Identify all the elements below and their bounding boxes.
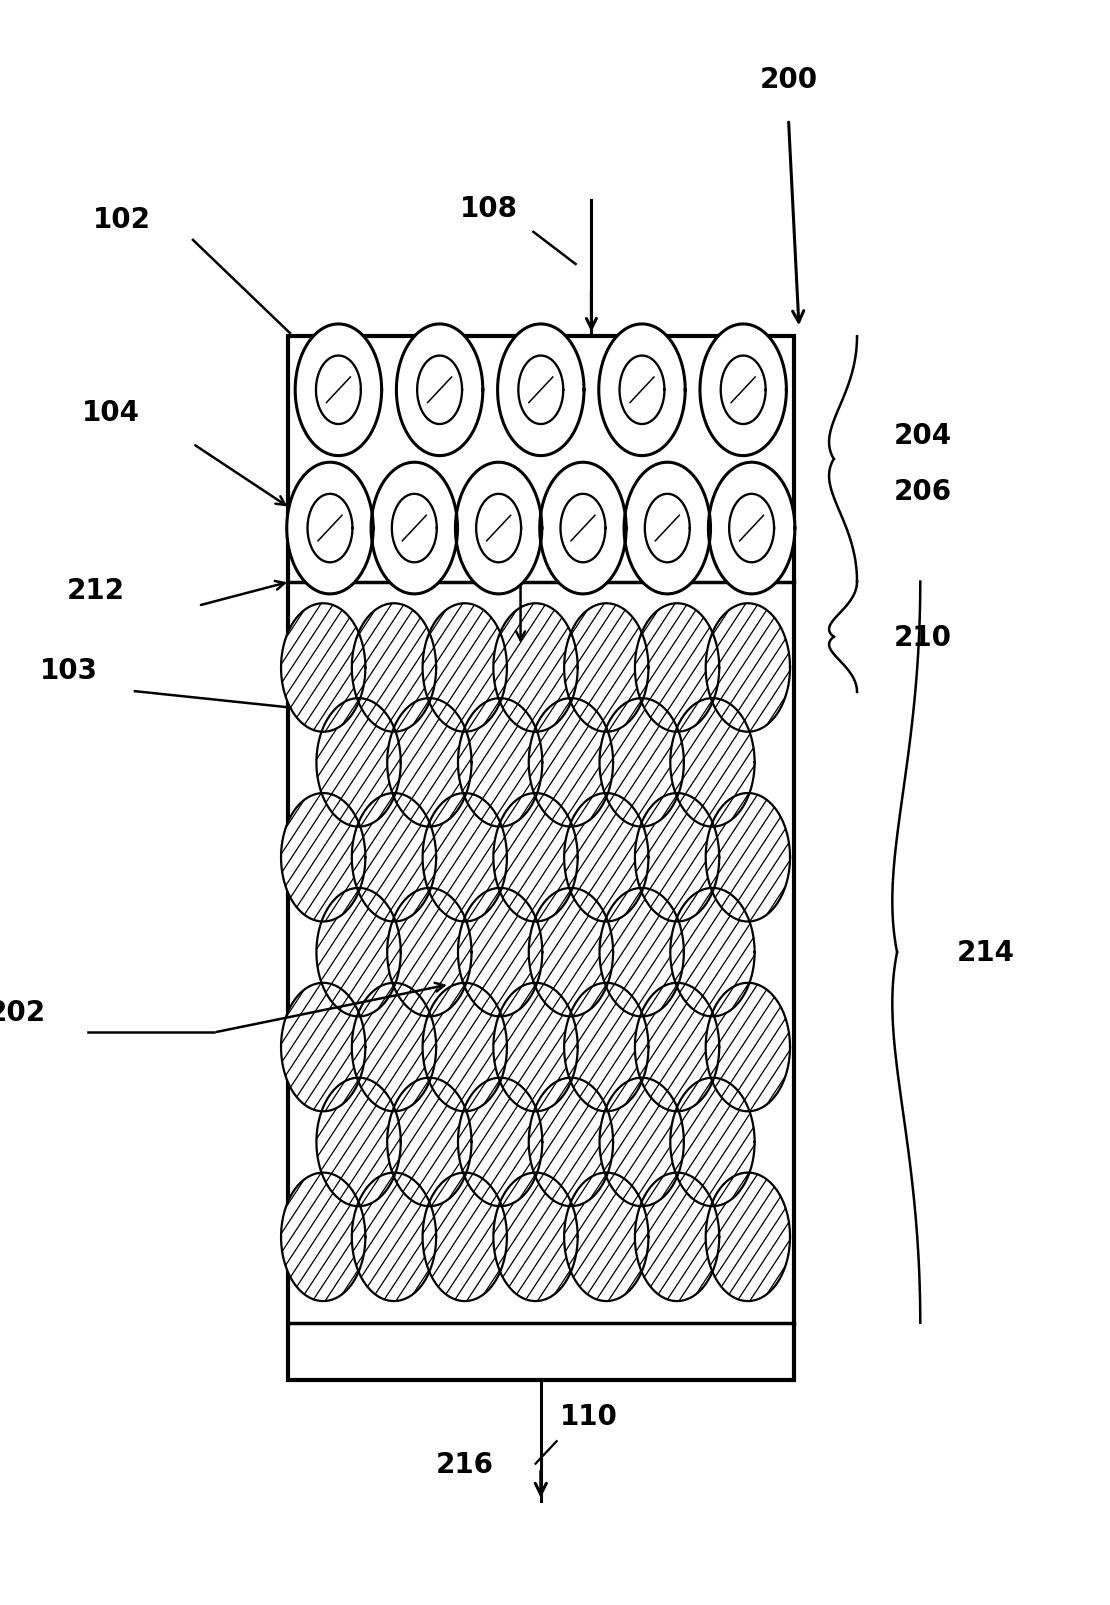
Polygon shape (493, 984, 577, 1112)
Polygon shape (497, 324, 584, 456)
Polygon shape (493, 603, 577, 732)
Polygon shape (455, 462, 542, 594)
Bar (287, 337, 794, 1380)
Polygon shape (423, 603, 507, 732)
Polygon shape (281, 793, 365, 921)
Polygon shape (539, 462, 626, 594)
Text: 110: 110 (559, 1401, 617, 1430)
Polygon shape (670, 1079, 755, 1207)
Polygon shape (706, 984, 790, 1112)
Polygon shape (493, 1173, 577, 1302)
Text: 108: 108 (460, 194, 517, 223)
Polygon shape (599, 1079, 684, 1207)
Polygon shape (396, 324, 483, 456)
Polygon shape (458, 889, 543, 1016)
Polygon shape (316, 698, 401, 827)
Polygon shape (635, 793, 719, 921)
Polygon shape (635, 984, 719, 1112)
Polygon shape (598, 324, 685, 456)
Text: 103: 103 (40, 656, 98, 685)
Polygon shape (599, 889, 684, 1016)
Polygon shape (706, 1173, 790, 1302)
Text: 214: 214 (957, 939, 1016, 966)
Polygon shape (423, 793, 507, 921)
Polygon shape (352, 1173, 436, 1302)
Text: 204: 204 (894, 422, 952, 449)
Text: 210: 210 (894, 623, 952, 652)
Polygon shape (423, 1173, 507, 1302)
Polygon shape (281, 603, 365, 732)
Polygon shape (706, 603, 790, 732)
Polygon shape (316, 1079, 401, 1207)
Polygon shape (281, 1173, 365, 1302)
Polygon shape (528, 1079, 613, 1207)
Polygon shape (528, 698, 613, 827)
Polygon shape (387, 1079, 472, 1207)
Text: 206: 206 (894, 478, 952, 506)
Polygon shape (564, 603, 648, 732)
Text: 212: 212 (67, 576, 124, 603)
Polygon shape (387, 698, 472, 827)
Polygon shape (458, 698, 543, 827)
Polygon shape (316, 889, 401, 1016)
Polygon shape (635, 603, 719, 732)
Polygon shape (700, 324, 786, 456)
Polygon shape (371, 462, 457, 594)
Polygon shape (352, 984, 436, 1112)
Polygon shape (599, 698, 684, 827)
Polygon shape (352, 793, 436, 921)
Polygon shape (624, 462, 710, 594)
Polygon shape (493, 793, 577, 921)
Text: 102: 102 (93, 205, 151, 234)
Polygon shape (635, 1173, 719, 1302)
Text: 200: 200 (759, 66, 818, 95)
Polygon shape (564, 793, 648, 921)
Text: 216: 216 (435, 1449, 493, 1478)
Polygon shape (706, 793, 790, 921)
Polygon shape (295, 324, 382, 456)
Polygon shape (423, 984, 507, 1112)
Polygon shape (670, 698, 755, 827)
Text: 208: 208 (295, 515, 353, 542)
Polygon shape (564, 1173, 648, 1302)
Polygon shape (564, 984, 648, 1112)
Polygon shape (528, 889, 613, 1016)
Polygon shape (281, 984, 365, 1112)
Polygon shape (458, 1079, 543, 1207)
Polygon shape (387, 889, 472, 1016)
Polygon shape (286, 462, 373, 594)
Polygon shape (708, 462, 795, 594)
Text: 202: 202 (0, 998, 46, 1026)
Text: 104: 104 (82, 398, 140, 427)
Polygon shape (670, 889, 755, 1016)
Polygon shape (352, 603, 436, 732)
